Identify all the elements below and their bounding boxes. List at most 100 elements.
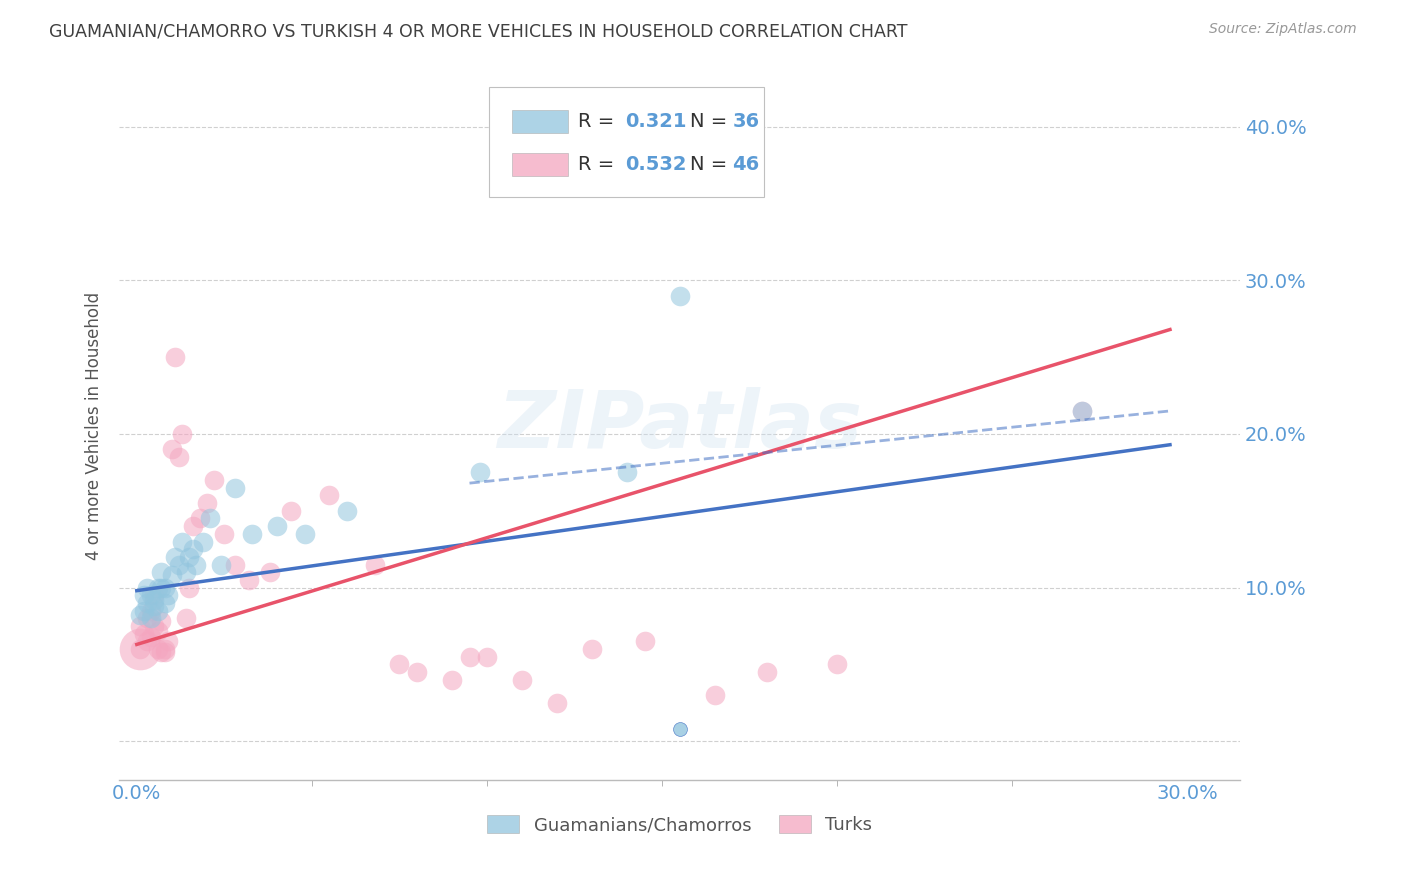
Point (616, 466, 638, 480)
Point (510, 673, 533, 687)
Point (146, 624, 169, 638)
Text: Source: ZipAtlas.com: Source: ZipAtlas.com (1209, 22, 1357, 37)
Point (150, 645, 173, 659)
Point (174, 566, 197, 580)
Point (153, 642, 176, 657)
Point (195, 496, 218, 510)
Point (174, 611, 197, 625)
Point (136, 634, 159, 648)
Point (150, 615, 173, 629)
Point (139, 588, 162, 602)
FancyBboxPatch shape (489, 87, 763, 196)
Point (136, 611, 159, 625)
Point (129, 608, 152, 623)
Point (668, 722, 690, 736)
Point (1071, 404, 1094, 418)
Text: R =: R = (578, 112, 620, 131)
Point (238, 573, 260, 587)
Point (167, 558, 190, 572)
FancyBboxPatch shape (512, 110, 568, 133)
Point (160, 442, 183, 457)
Point (181, 519, 204, 533)
Point (266, 519, 288, 533)
Legend: Guamanians/Chamorros, Turks: Guamanians/Chamorros, Turks (486, 814, 873, 834)
Point (406, 665, 429, 679)
Point (224, 481, 246, 495)
Point (458, 649, 481, 664)
Point (139, 630, 162, 644)
Point (143, 593, 166, 607)
Point (186, 558, 208, 572)
Point (146, 642, 169, 657)
Point (336, 504, 359, 518)
Point (188, 511, 211, 525)
Point (167, 450, 190, 464)
Point (160, 568, 183, 582)
Point (136, 581, 159, 595)
Text: 0.321: 0.321 (624, 112, 686, 131)
Point (388, 657, 411, 672)
Point (581, 642, 603, 657)
FancyBboxPatch shape (512, 153, 568, 176)
Point (129, 642, 152, 657)
Text: GUAMANIAN/CHAMORRO VS TURKISH 4 OR MORE VEHICLES IN HOUSEHOLD CORRELATION CHART: GUAMANIAN/CHAMORRO VS TURKISH 4 OR MORE … (49, 22, 908, 40)
Point (153, 645, 176, 659)
Point (202, 473, 225, 487)
Point (1071, 404, 1094, 418)
Text: 0.532: 0.532 (624, 155, 686, 174)
Text: 46: 46 (733, 155, 759, 174)
Point (143, 588, 166, 602)
Point (132, 604, 155, 618)
Point (179, 549, 201, 564)
Point (364, 558, 387, 572)
Point (139, 604, 162, 618)
Point (157, 588, 180, 602)
Point (224, 558, 246, 572)
Point (825, 657, 848, 672)
Point (259, 566, 281, 580)
Point (129, 619, 152, 633)
Point (294, 526, 316, 541)
Point (150, 581, 173, 595)
Point (132, 588, 155, 602)
Point (181, 542, 204, 557)
Point (200, 511, 222, 525)
Point (440, 673, 463, 687)
Point (150, 566, 173, 580)
Point (139, 611, 162, 625)
Point (146, 604, 169, 618)
Text: R =: R = (578, 155, 620, 174)
Point (146, 581, 169, 595)
Point (129, 642, 152, 657)
Point (153, 581, 176, 595)
Point (132, 626, 155, 640)
Point (214, 526, 236, 541)
Point (475, 649, 498, 664)
Point (165, 549, 187, 564)
Point (165, 350, 187, 364)
Point (172, 427, 194, 442)
Y-axis label: 4 or more Vehicles in Household: 4 or more Vehicles in Household (86, 293, 103, 560)
Point (179, 581, 201, 595)
Point (468, 466, 491, 480)
Text: 36: 36 (733, 112, 759, 131)
Point (756, 665, 779, 679)
Point (193, 534, 215, 549)
Point (153, 596, 176, 610)
Point (157, 634, 180, 648)
Point (143, 619, 166, 633)
Point (172, 534, 194, 549)
Point (318, 488, 340, 502)
Point (136, 596, 159, 610)
Point (633, 634, 655, 648)
Text: N =: N = (690, 155, 734, 174)
Point (240, 526, 263, 541)
Text: N =: N = (690, 112, 734, 131)
Point (143, 599, 166, 613)
Point (280, 504, 302, 518)
Point (703, 688, 725, 702)
Text: ZIPatlas: ZIPatlas (498, 387, 862, 466)
Point (546, 696, 568, 710)
Point (209, 558, 232, 572)
Point (668, 289, 690, 303)
